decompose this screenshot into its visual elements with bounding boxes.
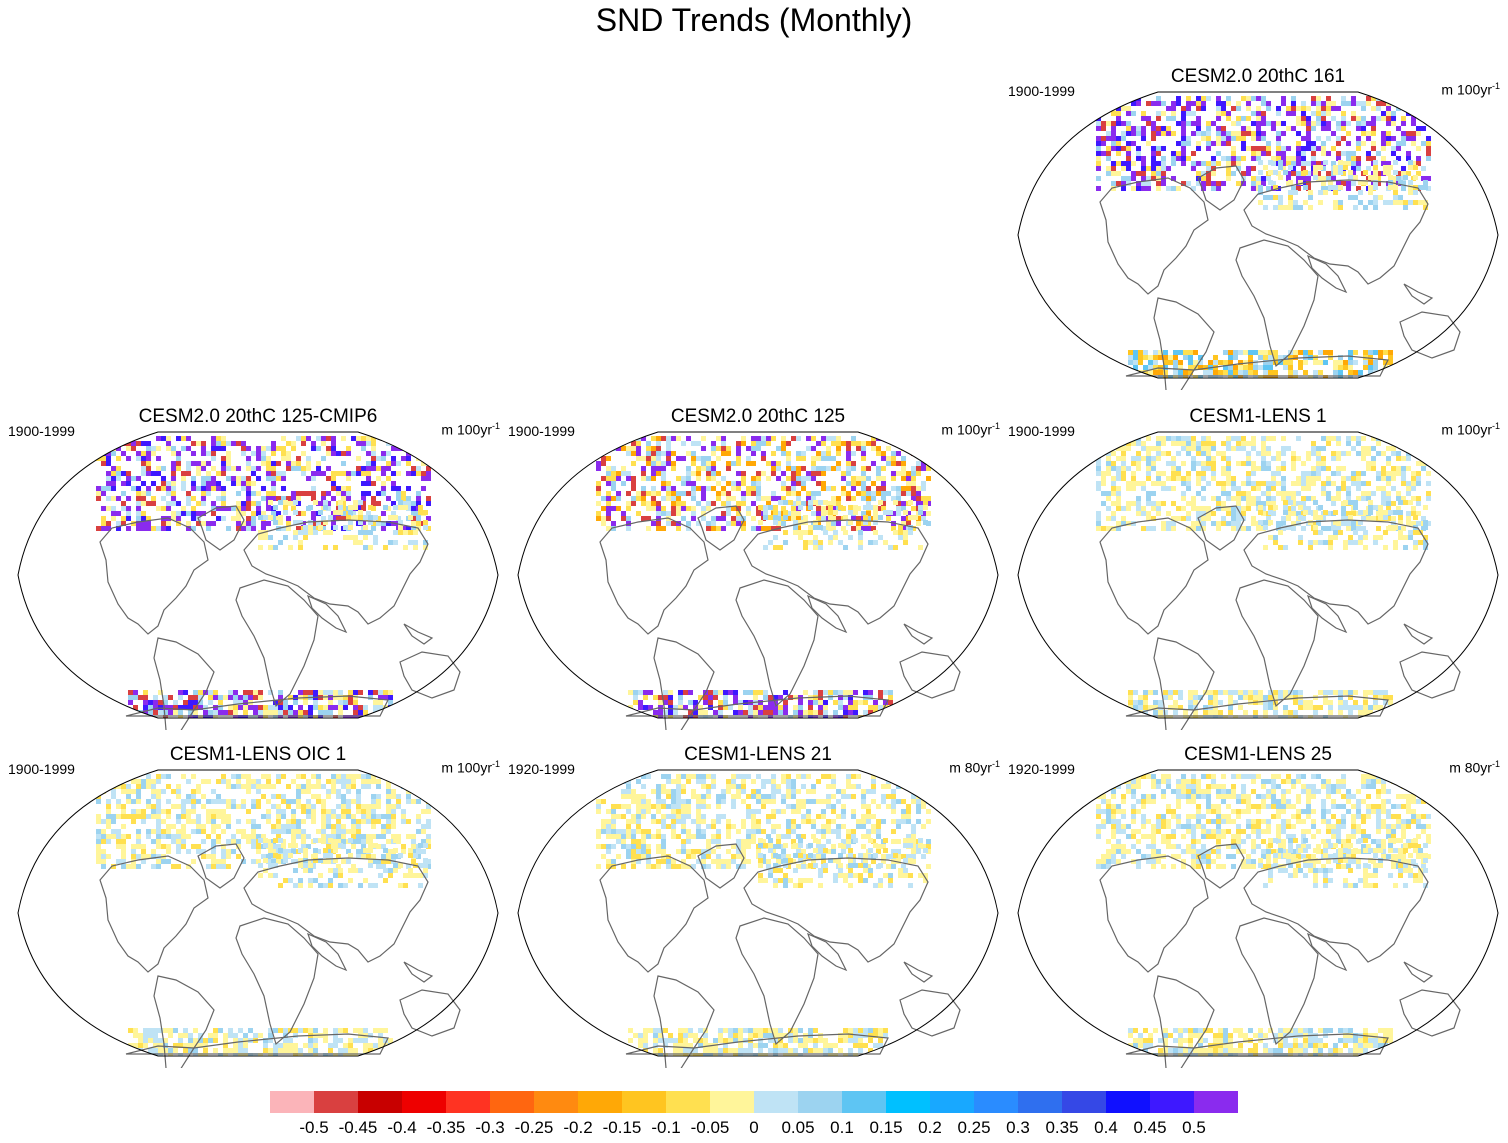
colorbar-swatch bbox=[666, 1091, 710, 1113]
panel-title: CESM1-LENS 1 bbox=[1189, 406, 1327, 427]
colorbar-swatch bbox=[1150, 1091, 1194, 1113]
colorbar-tick-label: -0.4 bbox=[387, 1118, 417, 1137]
colorbar-swatch bbox=[798, 1091, 842, 1113]
period-label: 1920-1999 bbox=[508, 761, 575, 777]
colorbar-tick-label: 0.35 bbox=[1045, 1118, 1079, 1137]
colorbar-tick-label: -0.1 bbox=[651, 1118, 681, 1137]
colorbar-swatch bbox=[446, 1091, 490, 1113]
colorbar-tick-label: -0.3 bbox=[475, 1118, 505, 1137]
map-panel-6: CESM1-LENS 21 1920-1999 m 80yr-1 bbox=[508, 744, 1008, 1068]
colorbar-swatch bbox=[314, 1091, 358, 1113]
colorbar-tick-label: 0.5 bbox=[1182, 1118, 1206, 1137]
colorbar-tick-label: -0.2 bbox=[563, 1118, 593, 1137]
colorbar-swatch bbox=[622, 1091, 666, 1113]
panel-title: CESM1-LENS 25 bbox=[1184, 744, 1332, 765]
period-label: 1900-1999 bbox=[8, 423, 75, 439]
map-panel-3: CESM2.0 20thC 125 1900-1999 m 100yr-1 bbox=[508, 406, 1008, 730]
robinson-map bbox=[1017, 91, 1499, 390]
colorbar-tick-label: -0.05 bbox=[690, 1118, 730, 1137]
colorbar-tick-label: -0.25 bbox=[514, 1118, 554, 1137]
colorbar bbox=[270, 1091, 1238, 1113]
panel-title: CESM2.0 20thC 125-CMIP6 bbox=[138, 406, 378, 427]
colorbar-swatch bbox=[886, 1091, 930, 1113]
map-panel-7: CESM1-LENS 25 1920-1999 m 80yr-1 bbox=[1008, 744, 1508, 1068]
colorbar-swatch bbox=[754, 1091, 798, 1113]
colorbar-tick-label: 0.45 bbox=[1133, 1118, 1167, 1137]
colorbar-swatch bbox=[1106, 1091, 1150, 1113]
map-panel-5: CESM1-LENS OIC 1 1900-1999 m 100yr-1 bbox=[8, 744, 508, 1068]
colorbar-tick-label: -0.45 bbox=[338, 1118, 378, 1137]
figure-title: SND Trends (Monthly) bbox=[595, 2, 913, 38]
period-label: 1900-1999 bbox=[508, 423, 575, 439]
panel-title: CESM1-LENS 21 bbox=[684, 744, 832, 765]
colorbar-tick-label: 0.05 bbox=[781, 1118, 815, 1137]
colorbar-tick-label: 0.2 bbox=[918, 1118, 942, 1137]
units-label: m 80yr-1 bbox=[1449, 759, 1500, 776]
map-panel-1: CESM2.0 20thC 161 1900-1999 m 100yr-1 bbox=[1008, 66, 1508, 390]
units-label: m 100yr-1 bbox=[441, 759, 500, 776]
colorbar-swatch bbox=[1194, 1091, 1238, 1113]
robinson-map bbox=[517, 431, 999, 730]
period-label: 1900-1999 bbox=[1008, 423, 1075, 439]
map-panel-4: CESM1-LENS 1 1900-1999 m 100yr-1 bbox=[1008, 406, 1508, 730]
colorbar-swatch bbox=[490, 1091, 534, 1113]
robinson-map bbox=[17, 431, 499, 730]
colorbar-tick-label: 0.1 bbox=[830, 1118, 854, 1137]
colorbar-tick-label: 0.3 bbox=[1006, 1118, 1030, 1137]
colorbar-swatch bbox=[270, 1091, 314, 1113]
panel-title: CESM2.0 20thC 125 bbox=[670, 406, 846, 427]
robinson-map bbox=[17, 769, 499, 1068]
units-label: m 100yr-1 bbox=[1441, 81, 1500, 98]
colorbar-swatch bbox=[1018, 1091, 1062, 1113]
colorbar-swatch bbox=[842, 1091, 886, 1113]
colorbar-tick-label: 0 bbox=[749, 1118, 759, 1137]
colorbar-swatch bbox=[578, 1091, 622, 1113]
colorbar-swatch bbox=[358, 1091, 402, 1113]
panel-title: CESM2.0 20thC 161 bbox=[1170, 66, 1346, 87]
colorbar-tick-label: -0.5 bbox=[299, 1118, 329, 1137]
units-label: m 80yr-1 bbox=[949, 759, 1000, 776]
units-label: m 100yr-1 bbox=[941, 421, 1000, 438]
robinson-map bbox=[1017, 769, 1499, 1068]
robinson-map bbox=[517, 769, 999, 1068]
units-label: m 100yr-1 bbox=[441, 421, 500, 438]
map-panel-2: CESM2.0 20thC 125-CMIP6 1900-1999 m 100y… bbox=[8, 406, 508, 730]
colorbar-swatch bbox=[930, 1091, 974, 1113]
period-label: 1900-1999 bbox=[1008, 83, 1075, 99]
period-label: 1920-1999 bbox=[1008, 761, 1075, 777]
colorbar-tick-label: 0.25 bbox=[957, 1118, 991, 1137]
colorbar-swatch bbox=[710, 1091, 754, 1113]
colorbar-swatch bbox=[1062, 1091, 1106, 1113]
colorbar-swatch bbox=[534, 1091, 578, 1113]
units-label: m 100yr-1 bbox=[1441, 421, 1500, 438]
robinson-map bbox=[1017, 431, 1499, 730]
colorbar-tick-label: -0.35 bbox=[426, 1118, 466, 1137]
panel-title: CESM1-LENS OIC 1 bbox=[169, 744, 347, 765]
colorbar-swatch bbox=[402, 1091, 446, 1113]
colorbar-tick-label: 0.4 bbox=[1094, 1118, 1118, 1137]
colorbar-labels: -0.5 -0.45 -0.4 -0.35 -0.3 -0.25 -0.2 -0.15 -0.1… bbox=[270, 1118, 1238, 1138]
colorbar-swatch bbox=[974, 1091, 1018, 1113]
period-label: 1900-1999 bbox=[8, 761, 75, 777]
colorbar-tick-label: -0.15 bbox=[602, 1118, 642, 1137]
colorbar-tick-label: 0.15 bbox=[869, 1118, 903, 1137]
